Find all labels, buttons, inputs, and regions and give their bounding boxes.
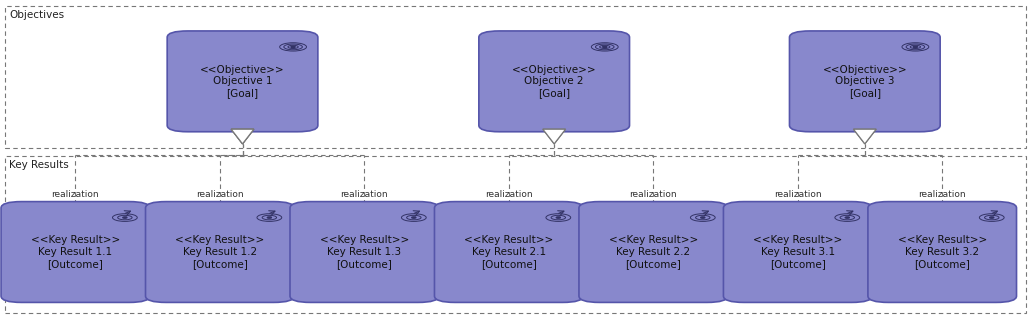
Text: <<Key Result>>
Key Result 2.2
[Outcome]: <<Key Result>> Key Result 2.2 [Outcome] <box>609 235 698 269</box>
Polygon shape <box>231 129 254 144</box>
Circle shape <box>556 217 560 218</box>
Circle shape <box>412 217 416 218</box>
Text: realization: realization <box>341 190 388 199</box>
FancyBboxPatch shape <box>723 202 872 302</box>
Text: <<Key Result>>
Key Result 3.1
[Outcome]: <<Key Result>> Key Result 3.1 [Outcome] <box>753 235 842 269</box>
Circle shape <box>267 217 271 218</box>
Circle shape <box>990 217 994 218</box>
FancyBboxPatch shape <box>1 202 150 302</box>
Polygon shape <box>231 129 254 144</box>
Text: realization: realization <box>52 190 99 199</box>
Bar <box>5 156 1026 313</box>
Polygon shape <box>543 129 566 144</box>
FancyBboxPatch shape <box>434 202 583 302</box>
Text: <<Key Result>>
Key Result 1.2
[Outcome]: <<Key Result>> Key Result 1.2 [Outcome] <box>175 235 264 269</box>
Text: realization: realization <box>630 190 677 199</box>
Polygon shape <box>231 129 254 144</box>
Polygon shape <box>853 129 876 144</box>
Text: <<Key Result>>
Key Result 1.1
[Outcome]: <<Key Result>> Key Result 1.1 [Outcome] <box>31 235 120 269</box>
FancyBboxPatch shape <box>579 202 728 302</box>
Text: <<Key Result>>
Key Result 2.1
[Outcome]: <<Key Result>> Key Result 2.1 [Outcome] <box>464 235 553 269</box>
Circle shape <box>913 46 917 48</box>
Circle shape <box>701 217 705 218</box>
Circle shape <box>291 46 295 48</box>
FancyBboxPatch shape <box>167 31 318 132</box>
Text: <<Objective>>
Objective 2
[Goal]: <<Objective>> Objective 2 [Goal] <box>512 65 596 98</box>
Text: realization: realization <box>918 190 966 199</box>
Text: <<Key Result>>
Key Result 1.3
[Outcome]: <<Key Result>> Key Result 1.3 [Outcome] <box>320 235 409 269</box>
Circle shape <box>603 46 607 48</box>
Text: Objectives: Objectives <box>9 10 64 20</box>
FancyBboxPatch shape <box>789 31 940 132</box>
Text: realization: realization <box>196 190 244 199</box>
FancyBboxPatch shape <box>479 31 630 132</box>
Polygon shape <box>853 129 876 144</box>
FancyBboxPatch shape <box>290 202 439 302</box>
Text: realization: realization <box>485 190 533 199</box>
Text: realization: realization <box>774 190 821 199</box>
Text: Key Results: Key Results <box>9 160 69 170</box>
FancyBboxPatch shape <box>868 202 1017 302</box>
Text: <<Objective>>
Objective 1
[Goal]: <<Objective>> Objective 1 [Goal] <box>200 65 285 98</box>
Polygon shape <box>543 129 566 144</box>
FancyBboxPatch shape <box>146 202 294 302</box>
Circle shape <box>845 217 849 218</box>
Text: <<Key Result>>
Key Result 3.2
[Outcome]: <<Key Result>> Key Result 3.2 [Outcome] <box>898 235 987 269</box>
Bar <box>5 6 1026 148</box>
Circle shape <box>123 217 127 218</box>
Text: <<Objective>>
Objective 3
[Goal]: <<Objective>> Objective 3 [Goal] <box>823 65 907 98</box>
